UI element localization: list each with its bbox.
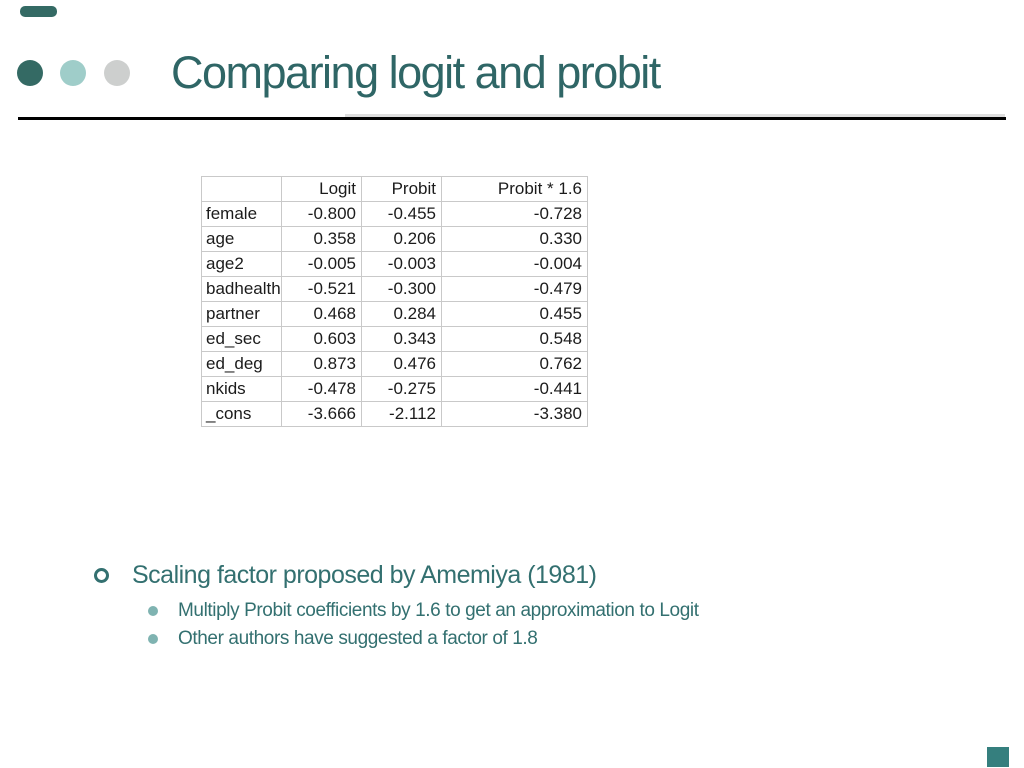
top-left-accent-bar	[20, 6, 57, 17]
value-cell: -0.275	[361, 376, 442, 402]
accent-dot-dark-icon	[17, 60, 43, 86]
table-header-cell: Logit	[281, 176, 362, 202]
table-row: age 0.358 0.206 0.330	[201, 226, 588, 252]
value-cell: -0.479	[441, 276, 588, 302]
value-cell: -0.728	[441, 201, 588, 227]
table-row: partner 0.468 0.284 0.455	[201, 301, 588, 327]
accent-dot-light-icon	[60, 60, 86, 86]
value-cell: 0.873	[281, 351, 362, 377]
value-cell: -0.300	[361, 276, 442, 302]
row-label-cell: age	[201, 226, 282, 252]
value-cell: 0.330	[441, 226, 588, 252]
row-label-cell: badhealth	[201, 276, 282, 302]
value-cell: 0.476	[361, 351, 442, 377]
value-cell: -3.380	[441, 401, 588, 427]
title-divider-line	[18, 117, 1006, 120]
value-cell: -3.666	[281, 401, 362, 427]
title-divider-shadow	[345, 114, 1005, 117]
row-label-cell: _cons	[201, 401, 282, 427]
value-cell: -0.800	[281, 201, 362, 227]
table-row: female -0.800 -0.455 -0.728	[201, 201, 588, 227]
table-row: nkids -0.478 -0.275 -0.441	[201, 376, 588, 402]
row-label-cell: ed_sec	[201, 326, 282, 352]
level1-bullet-text: Scaling factor proposed by Amemiya (1981…	[132, 561, 597, 589]
level2-bullet-icon	[148, 634, 158, 644]
table-header-row: Logit Probit Probit * 1.6	[201, 176, 588, 202]
table-corner-cell	[201, 176, 282, 202]
table-row: age2 -0.005 -0.003 -0.004	[201, 251, 588, 277]
bottom-right-accent-square	[987, 747, 1009, 767]
row-label-cell: ed_deg	[201, 351, 282, 377]
value-cell: -0.005	[281, 251, 362, 277]
value-cell: -0.455	[361, 201, 442, 227]
value-cell: 0.548	[441, 326, 588, 352]
table-row: _cons -3.666 -2.112 -3.380	[201, 401, 588, 427]
value-cell: -0.003	[361, 251, 442, 277]
value-cell: -0.004	[441, 251, 588, 277]
value-cell: -0.521	[281, 276, 362, 302]
level2-bullet-icon	[148, 606, 158, 616]
row-label-cell: female	[201, 201, 282, 227]
level2-bullet-text: Other authors have suggested a factor of…	[178, 628, 538, 649]
value-cell: 0.284	[361, 301, 442, 327]
table-row: ed_sec 0.603 0.343 0.548	[201, 326, 588, 352]
accent-dot-gray-icon	[104, 60, 130, 86]
value-cell: 0.762	[441, 351, 588, 377]
row-label-cell: age2	[201, 251, 282, 277]
slide-title: Comparing logit and probit	[171, 47, 661, 98]
value-cell: 0.206	[361, 226, 442, 252]
value-cell: 0.468	[281, 301, 362, 327]
coefficients-table-body: female -0.800 -0.455 -0.728 age 0.358 0.206 0.3…	[201, 201, 588, 427]
value-cell: 0.603	[281, 326, 362, 352]
table-header-cell: Probit * 1.6	[441, 176, 588, 202]
value-cell: 0.358	[281, 226, 362, 252]
table-header-cell: Probit	[361, 176, 442, 202]
value-cell: -0.478	[281, 376, 362, 402]
value-cell: 0.455	[441, 301, 588, 327]
coefficients-table: Logit Probit Probit * 1.6 female -0.800 -0.4…	[201, 176, 588, 427]
table-row: ed_deg 0.873 0.476 0.762	[201, 351, 588, 377]
value-cell: -0.441	[441, 376, 588, 402]
value-cell: 0.343	[361, 326, 442, 352]
row-label-cell: partner	[201, 301, 282, 327]
level1-bullet-icon	[94, 568, 109, 583]
row-label-cell: nkids	[201, 376, 282, 402]
value-cell: -2.112	[361, 401, 442, 427]
level2-bullet-text: Multiply Probit coefficients by 1.6 to g…	[178, 600, 699, 621]
table-row: badhealth -0.521 -0.300 -0.479	[201, 276, 588, 302]
